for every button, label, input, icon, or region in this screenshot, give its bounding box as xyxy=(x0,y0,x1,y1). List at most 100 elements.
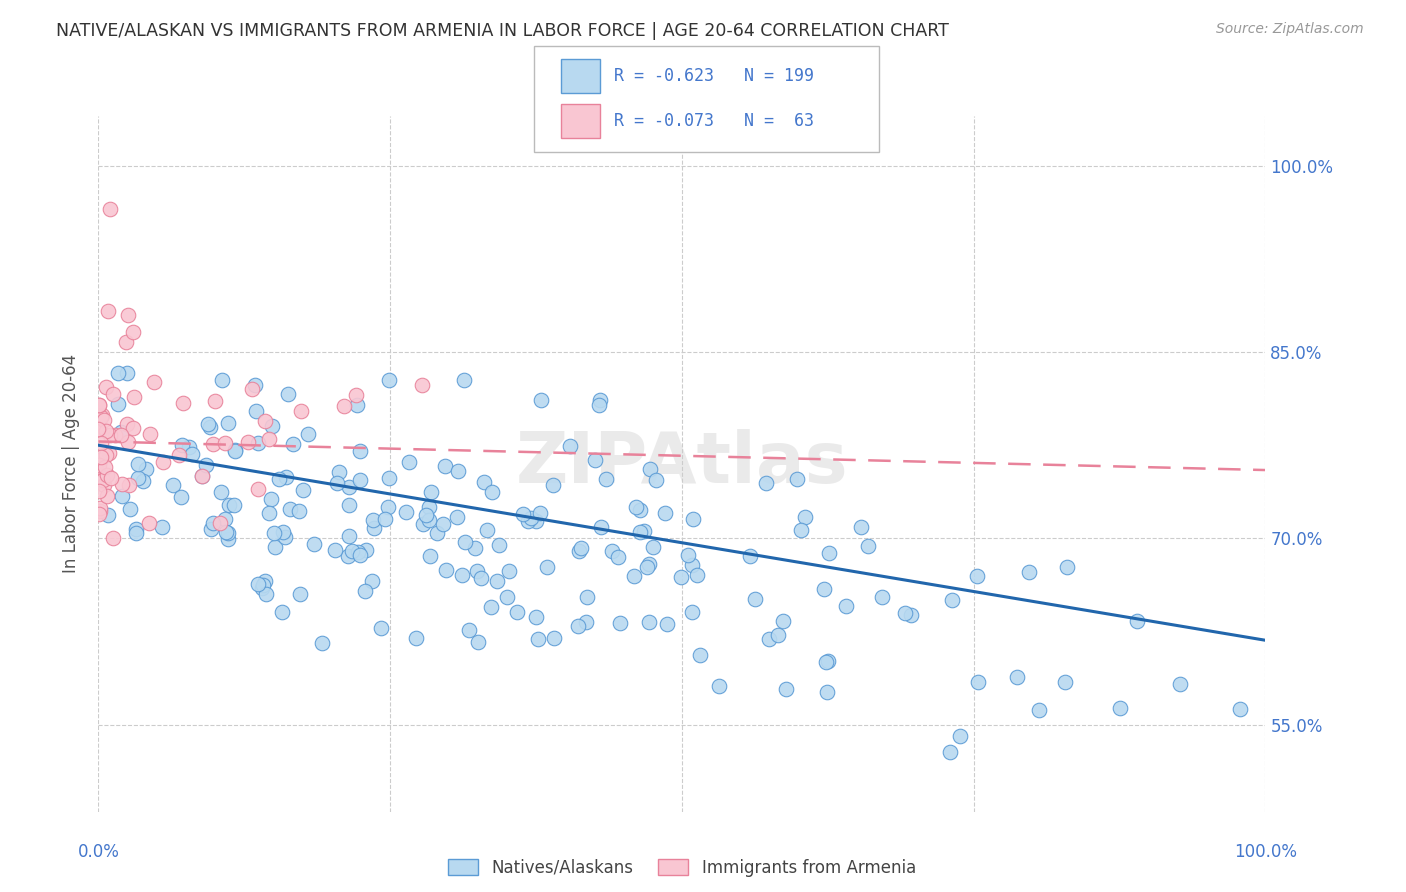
Point xyxy=(209,516,232,530)
Point xyxy=(270,605,292,619)
Point xyxy=(344,388,367,402)
Point xyxy=(135,462,157,476)
Point xyxy=(238,435,260,450)
Point xyxy=(755,475,778,490)
Point xyxy=(939,745,962,759)
Point xyxy=(97,446,120,460)
Point xyxy=(90,450,112,465)
Point xyxy=(1053,674,1076,689)
Point xyxy=(815,685,838,699)
Point xyxy=(418,500,440,515)
Point xyxy=(793,510,815,524)
Point xyxy=(467,634,489,648)
Point xyxy=(595,472,617,486)
Point xyxy=(89,458,111,472)
Point xyxy=(512,507,534,521)
Point xyxy=(464,541,486,555)
Point xyxy=(218,498,240,512)
Point xyxy=(111,489,134,503)
Point xyxy=(568,543,591,558)
Text: NATIVE/ALASKAN VS IMMIGRANTS FROM ARMENIA IN LABOR FORCE | AGE 20-64 CORRELATION: NATIVE/ALASKAN VS IMMIGRANTS FROM ARMENI… xyxy=(56,22,949,40)
Point xyxy=(624,500,647,515)
Point xyxy=(346,398,368,412)
Point xyxy=(209,485,232,500)
Point xyxy=(398,455,420,469)
Point xyxy=(89,483,111,498)
Point xyxy=(302,537,325,551)
Point xyxy=(278,501,301,516)
Point xyxy=(609,616,631,631)
Point xyxy=(569,541,592,555)
Point xyxy=(426,525,449,540)
Point xyxy=(259,492,281,507)
Point xyxy=(240,382,263,396)
Point xyxy=(120,501,142,516)
Point xyxy=(94,380,117,394)
Point xyxy=(496,590,519,604)
Point xyxy=(337,529,360,543)
Point xyxy=(214,512,236,526)
Point xyxy=(87,507,110,521)
Point xyxy=(636,559,658,574)
Point xyxy=(412,517,434,532)
Point xyxy=(97,303,120,318)
Point xyxy=(274,470,297,484)
Point xyxy=(689,648,711,662)
Point xyxy=(524,514,547,528)
Point xyxy=(93,477,115,491)
Point xyxy=(264,540,287,554)
Point xyxy=(588,398,610,412)
Point xyxy=(536,560,558,574)
Point xyxy=(817,654,839,668)
Point xyxy=(190,469,212,483)
Point xyxy=(485,574,508,588)
Point xyxy=(758,632,780,646)
Point xyxy=(288,504,311,518)
Point xyxy=(644,473,666,487)
Point xyxy=(766,627,789,641)
Point xyxy=(198,420,221,434)
Point xyxy=(681,558,703,573)
Point xyxy=(418,513,440,527)
Point xyxy=(790,523,813,537)
Point xyxy=(333,399,356,413)
Point xyxy=(224,443,246,458)
Point xyxy=(217,526,239,541)
Point xyxy=(517,514,540,528)
Point xyxy=(150,520,173,534)
Point xyxy=(607,550,630,565)
Point xyxy=(222,498,245,512)
Point xyxy=(356,543,378,558)
Text: R = -0.073   N =  63: R = -0.073 N = 63 xyxy=(614,112,814,129)
Point xyxy=(813,582,835,596)
Text: 100.0%: 100.0% xyxy=(1234,843,1296,861)
Text: Source: ZipAtlas.com: Source: ZipAtlas.com xyxy=(1216,22,1364,37)
Point xyxy=(543,477,565,491)
Point xyxy=(370,621,392,635)
Point xyxy=(162,477,184,491)
Point xyxy=(100,471,122,485)
Point xyxy=(361,513,384,527)
Legend: Natives/Alaskans, Immigrants from Armenia: Natives/Alaskans, Immigrants from Armeni… xyxy=(441,852,922,883)
Point xyxy=(97,508,120,523)
Point xyxy=(1229,702,1251,716)
Point xyxy=(96,424,118,438)
Point xyxy=(337,549,360,563)
Point xyxy=(349,443,371,458)
Point xyxy=(87,467,110,482)
Point xyxy=(602,543,624,558)
Point xyxy=(363,521,385,535)
Point xyxy=(377,500,399,515)
Point xyxy=(446,510,468,524)
Point xyxy=(353,583,375,598)
Point xyxy=(465,565,488,579)
Point xyxy=(87,474,110,488)
Point xyxy=(117,434,139,449)
Point xyxy=(217,416,239,430)
Point xyxy=(655,617,678,632)
Point xyxy=(453,373,475,387)
Point xyxy=(378,471,401,485)
Point xyxy=(479,599,502,614)
Point xyxy=(125,525,148,540)
Point xyxy=(506,605,529,619)
